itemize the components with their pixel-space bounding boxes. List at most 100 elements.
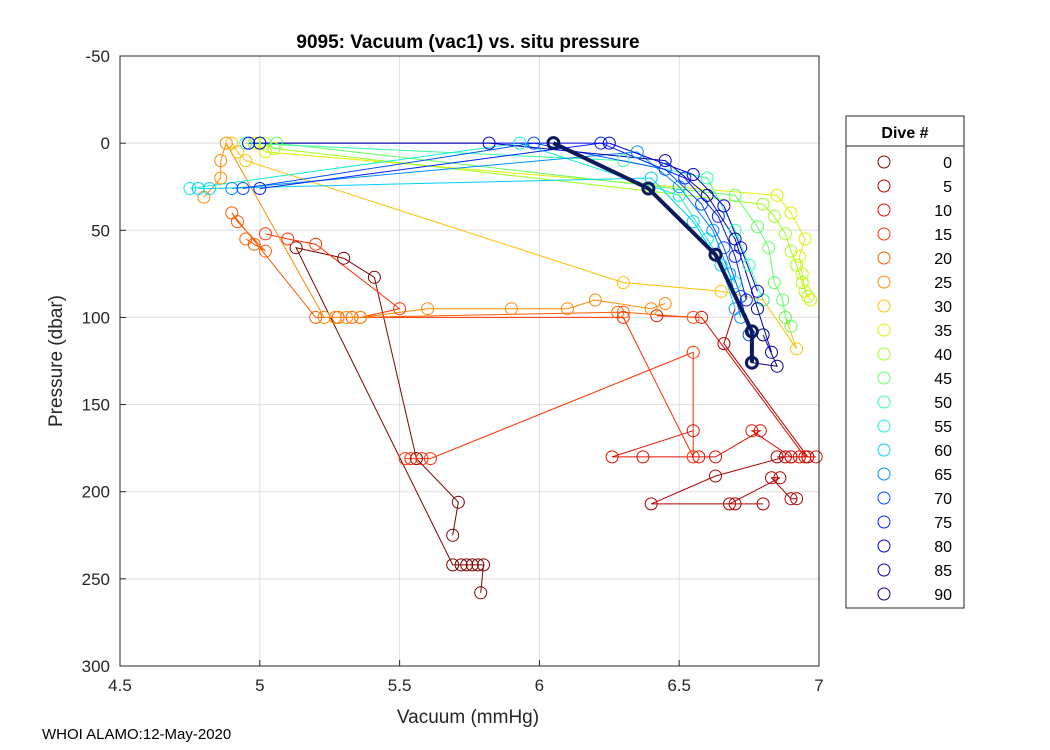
legend-entry-40: 40 bbox=[877, 347, 952, 364]
data-point-dive-5 bbox=[728, 497, 742, 511]
data-point-dive-70 bbox=[527, 136, 541, 150]
series-line-30 bbox=[231, 142, 798, 350]
legend-label: 0 bbox=[943, 155, 952, 172]
x-axis-ticks: 4.5 5 5.5 6 6.5 7 bbox=[108, 660, 824, 695]
legend-label: 20 bbox=[934, 251, 952, 268]
series-line-65 bbox=[231, 151, 742, 318]
legend-entry-10: 10 bbox=[877, 203, 952, 220]
legend-label: 80 bbox=[934, 539, 952, 556]
highlight-series bbox=[546, 136, 759, 370]
legend-label: 50 bbox=[934, 395, 952, 412]
data-point-dive-5 bbox=[709, 469, 722, 483]
highlight-point bbox=[641, 181, 656, 196]
series-line-15 bbox=[265, 233, 694, 460]
legend-marker bbox=[877, 203, 891, 217]
data-point-dive-70 bbox=[236, 182, 250, 195]
data-point-dive-15 bbox=[393, 302, 407, 316]
legend-marker bbox=[877, 323, 891, 337]
data-point-dive-35 bbox=[784, 206, 798, 220]
legend-entry-85: 85 bbox=[877, 563, 952, 580]
legend-marker bbox=[877, 299, 891, 313]
legend-label: 5 bbox=[943, 179, 952, 196]
data-point-dive-15 bbox=[398, 452, 412, 466]
data-point-dive-85 bbox=[751, 302, 764, 316]
data-point-dive-55 bbox=[672, 188, 686, 202]
data-point-dive-45 bbox=[751, 220, 764, 234]
data-point-dive-25 bbox=[219, 136, 233, 150]
data-point-dive-15 bbox=[686, 345, 700, 359]
data-point-dive-55 bbox=[183, 182, 197, 195]
y-tick-label: 300 bbox=[82, 657, 110, 676]
data-point-dive-40 bbox=[801, 290, 815, 303]
data-point-dive-45 bbox=[270, 136, 284, 150]
data-point-dive-25 bbox=[504, 302, 518, 316]
data-point-dive-25 bbox=[340, 310, 353, 324]
data-point-dive-40 bbox=[778, 227, 792, 241]
legend-entry-80: 80 bbox=[877, 539, 952, 556]
data-point-dive-25 bbox=[354, 310, 367, 324]
data-point-dive-0 bbox=[471, 558, 485, 572]
legend-entry-75: 75 bbox=[877, 515, 952, 532]
data-point-dive-20 bbox=[309, 310, 323, 324]
data-point-dive-5 bbox=[784, 492, 798, 506]
data-point-dive-50 bbox=[742, 258, 756, 272]
legend-marker bbox=[877, 419, 891, 433]
legend-entry-30: 30 bbox=[877, 299, 952, 316]
data-point-dive-20 bbox=[258, 244, 272, 258]
legend-entry-35: 35 bbox=[877, 323, 952, 340]
legend-marker bbox=[877, 251, 891, 265]
data-point-dive-65 bbox=[225, 182, 239, 195]
data-point-dive-0 bbox=[454, 558, 468, 572]
legend-marker bbox=[877, 563, 891, 577]
data-point-dive-10 bbox=[605, 450, 619, 464]
data-point-dive-10 bbox=[709, 450, 722, 464]
data-point-dive-0 bbox=[465, 558, 479, 572]
data-point-dive-5 bbox=[644, 497, 658, 511]
y-tick-label: 0 bbox=[101, 134, 110, 153]
x-tick-label: 6 bbox=[535, 676, 544, 695]
legend-marker bbox=[877, 491, 891, 505]
data-point-dive-10 bbox=[692, 450, 706, 464]
y-axis-label: Pressure (dbar) bbox=[46, 295, 67, 427]
data-point-dive-60 bbox=[191, 182, 205, 195]
x-tick-label: 4.5 bbox=[108, 676, 132, 695]
data-point-dive-25 bbox=[421, 302, 435, 316]
highlight-point bbox=[708, 247, 723, 262]
x-tick-label: 5.5 bbox=[388, 676, 412, 695]
data-point-dive-20 bbox=[611, 305, 625, 319]
data-point-dive-10 bbox=[636, 450, 650, 464]
data-point-dive-90 bbox=[770, 359, 784, 373]
data-point-dive-10 bbox=[784, 450, 798, 464]
data-point-dive-25 bbox=[588, 293, 602, 307]
data-point-dive-45 bbox=[762, 241, 776, 255]
x-tick-label: 6.5 bbox=[667, 676, 691, 695]
y-tick-label: 50 bbox=[91, 221, 110, 240]
legend-entry-60: 60 bbox=[877, 443, 952, 460]
data-point-dive-0 bbox=[409, 452, 423, 466]
data-point-dive-75 bbox=[711, 209, 725, 223]
data-point-dive-15 bbox=[281, 232, 295, 246]
data-point-dive-15 bbox=[415, 452, 429, 466]
y-tick-label: 100 bbox=[82, 308, 110, 327]
legend-entry-0: 0 bbox=[877, 155, 952, 172]
data-point-dive-20 bbox=[225, 206, 239, 220]
data-point-dive-10 bbox=[753, 424, 767, 438]
legend-label: 35 bbox=[934, 323, 952, 340]
data-point-dive-25 bbox=[644, 302, 658, 316]
highlight-line bbox=[552, 141, 754, 363]
data-point-dive-0 bbox=[477, 558, 490, 572]
legend-marker bbox=[877, 227, 891, 241]
data-point-dive-60 bbox=[686, 215, 700, 229]
data-point-dive-10 bbox=[792, 450, 806, 464]
legend-entry-65: 65 bbox=[877, 467, 952, 484]
data-point-dive-80 bbox=[242, 136, 256, 150]
data-point-dive-80 bbox=[686, 168, 700, 181]
data-point-dive-70 bbox=[717, 241, 731, 255]
data-point-dive-5 bbox=[778, 450, 792, 464]
legend-label: 85 bbox=[934, 563, 952, 580]
legend-label: 65 bbox=[934, 467, 952, 484]
data-point-dive-0 bbox=[446, 558, 460, 572]
data-point-dive-0 bbox=[474, 586, 488, 600]
data-point-dive-25 bbox=[328, 310, 342, 324]
data-point-dive-20 bbox=[331, 310, 345, 324]
